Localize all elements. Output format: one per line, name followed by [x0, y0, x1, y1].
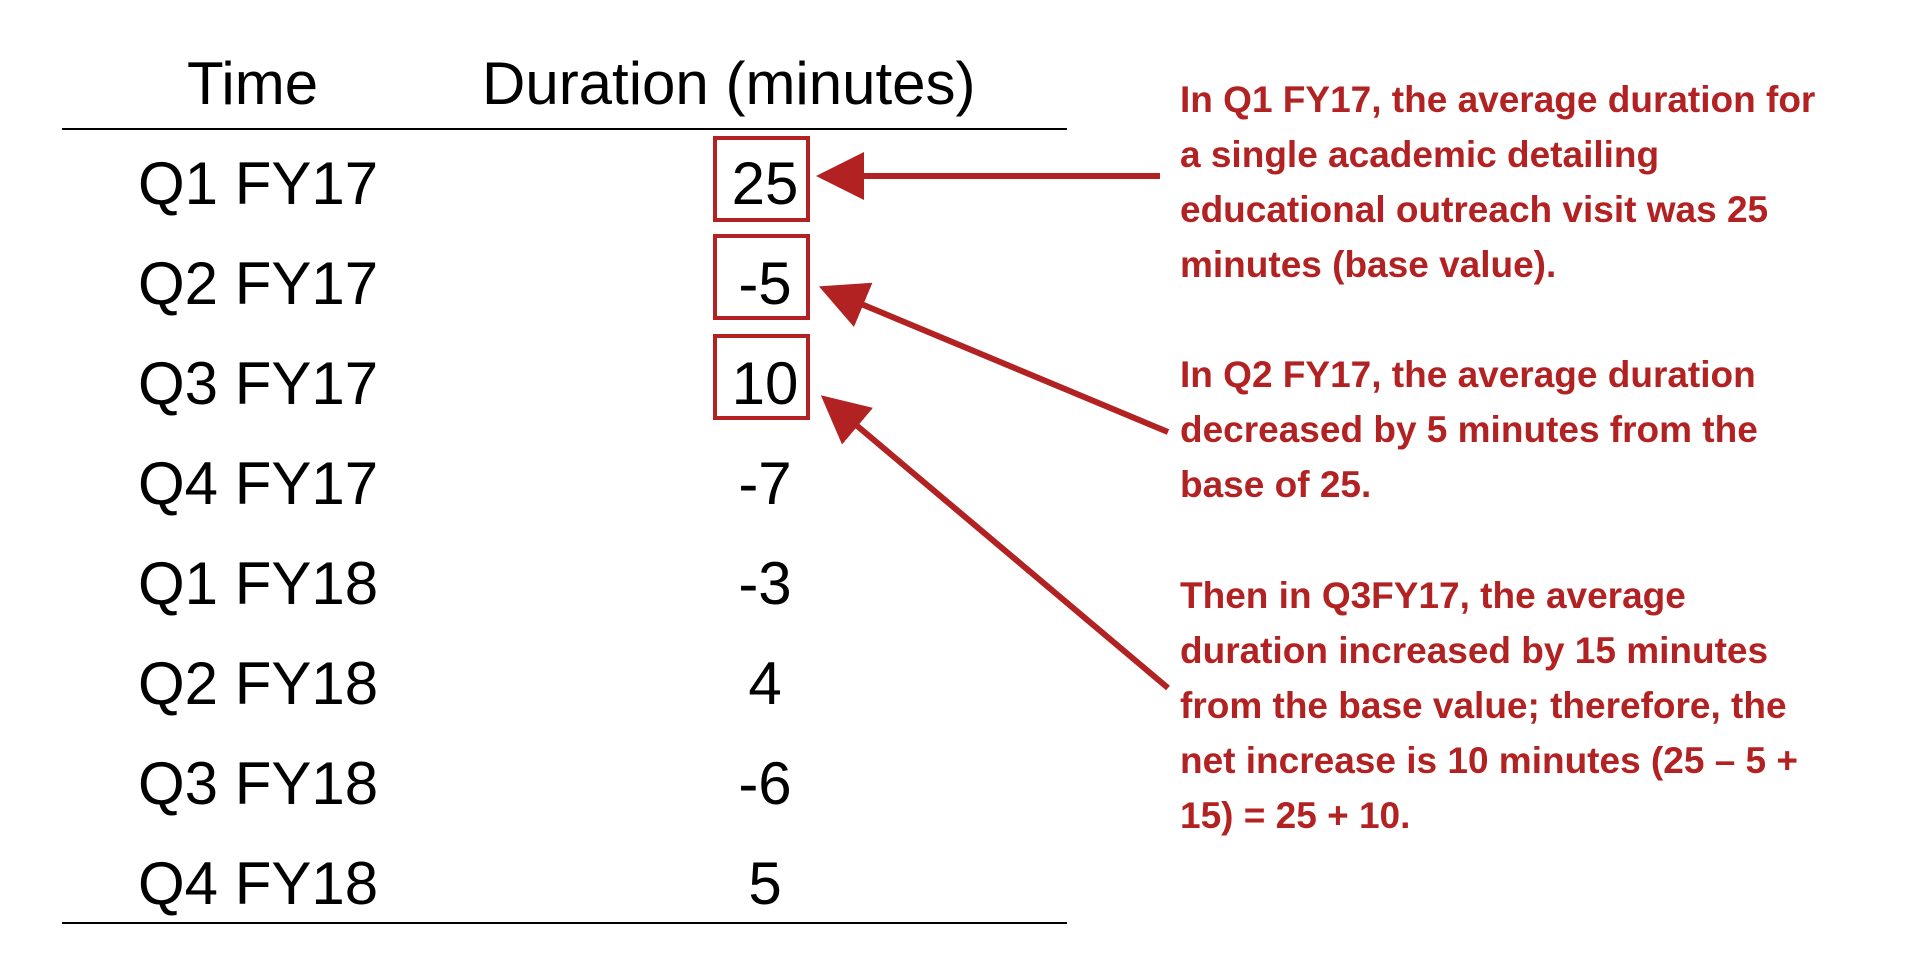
duration-cell: -7 [738, 450, 792, 517]
time-cell: Q1 FY18 [138, 550, 379, 617]
table-row-q3-fy18: Q3 FY18 -6 [0, 734, 1070, 834]
table-row-q4-fy18: Q4 FY18 5 [0, 834, 1070, 934]
duration-cell: -6 [738, 750, 792, 817]
table-bottom-rule [62, 922, 1067, 924]
time-cell: Q4 FY17 [138, 450, 379, 517]
time-cell: Q4 FY18 [138, 850, 379, 917]
time-cell: Q2 FY17 [138, 250, 379, 317]
highlight-box-q2-fy17 [713, 234, 810, 320]
duration-cell: -3 [738, 550, 792, 617]
time-cell: Q3 FY17 [138, 350, 379, 417]
duration-cell: 10 [731, 350, 799, 417]
time-cell: Q3 FY18 [138, 750, 379, 817]
annotation-q3-fy17: Then in Q3FY17, the average duration inc… [1180, 568, 1798, 843]
annotation-line: a single academic detailing [1180, 134, 1660, 175]
table-row-q3-fy17: Q3 FY17 10 [0, 334, 1070, 434]
annotation-line: Then in Q3FY17, the average [1180, 575, 1686, 616]
table-top-rule [62, 128, 1067, 130]
duration-cell: 25 [731, 150, 799, 217]
table-row-q4-fy17: Q4 FY17 -7 [0, 434, 1070, 534]
annotation-q2-fy17: In Q2 FY17, the average duration decreas… [1180, 347, 1758, 512]
time-cell: Q1 FY17 [138, 150, 379, 217]
duration-cell: 5 [748, 850, 782, 917]
highlight-box-q1-fy17 [713, 136, 810, 222]
annotation-line: base of 25. [1180, 464, 1372, 505]
duration-cell: -5 [738, 250, 792, 317]
arrow-to-q2-fy17 [818, 282, 1170, 435]
annotation-line: net increase is 10 minutes (25 – 5 + [1180, 740, 1799, 781]
annotation-line: In Q1 FY17, the average duration for [1180, 79, 1816, 120]
table-row-q2-fy17: Q2 FY17 -5 [0, 234, 1070, 334]
table-row-q1-fy17: Q1 FY17 25 [0, 134, 1070, 234]
annotation-line: decreased by 5 minutes from the [1180, 409, 1758, 450]
annotation-line: duration increased by 15 minutes [1180, 630, 1769, 671]
annotation-line: 15) = 25 + 10. [1180, 795, 1411, 836]
time-column-header: Time [187, 50, 319, 117]
highlight-box-q3-fy17 [713, 334, 810, 420]
annotation-line: educational outreach visit was 25 [1180, 189, 1769, 230]
annotation-line: minutes (base value). [1180, 244, 1557, 285]
arrow-to-q3-fy17 [820, 395, 1170, 691]
table-row-q2-fy18: Q2 FY18 4 [0, 634, 1070, 734]
time-cell: Q2 FY18 [138, 650, 379, 717]
annotation-q1-fy17: In Q1 FY17, the average duration for a s… [1180, 72, 1815, 292]
duration-cell: 4 [748, 650, 782, 717]
annotation-line: In Q2 FY17, the average duration [1180, 354, 1756, 395]
table-row-q1-fy18: Q1 FY18 -3 [0, 534, 1070, 634]
duration-column-header: Duration (minutes) [482, 50, 976, 117]
annotation-line: from the base value; therefore, the [1180, 685, 1787, 726]
